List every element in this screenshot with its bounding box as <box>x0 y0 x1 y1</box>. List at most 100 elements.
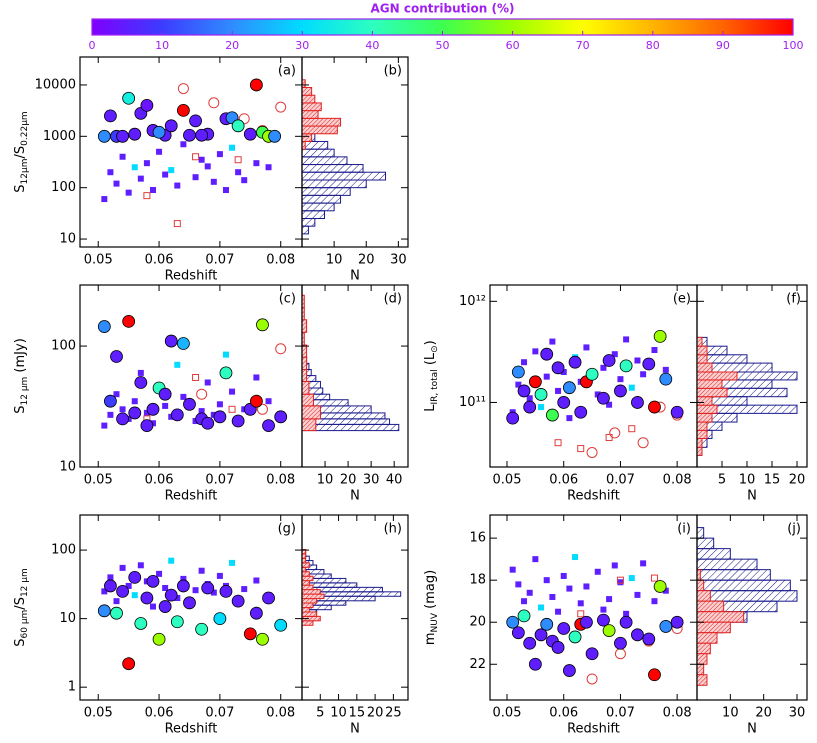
histogram-bar <box>301 418 317 432</box>
point <box>176 337 190 350</box>
point <box>560 572 567 579</box>
x-tick-label: 0.05 <box>493 706 522 721</box>
x-axis-label: Redshift <box>165 489 218 504</box>
plot-frame <box>696 284 808 468</box>
point <box>137 369 144 376</box>
point <box>107 169 114 176</box>
histogram-bar <box>301 125 338 135</box>
point <box>176 579 190 593</box>
point <box>174 182 181 189</box>
point <box>662 366 669 373</box>
panel-label: (c) <box>279 292 296 307</box>
limit-point <box>586 446 598 458</box>
y-tick-label: 100 <box>51 180 76 195</box>
point <box>262 419 275 432</box>
point <box>170 615 184 629</box>
point <box>241 586 248 593</box>
point <box>162 402 169 409</box>
point <box>549 338 556 345</box>
y-axis-label-part: S <box>13 639 28 647</box>
histogram-bar <box>301 164 364 173</box>
point <box>140 98 154 112</box>
point <box>122 91 136 105</box>
point <box>562 664 576 677</box>
point <box>523 400 537 414</box>
histogram-bar <box>301 562 310 568</box>
colorbar-title: AGN contribution (%) <box>371 2 515 16</box>
panel-label: (i) <box>677 522 691 537</box>
y-tick-label: 10 <box>59 232 76 247</box>
histogram-bar <box>696 653 708 665</box>
x-axis-label: Redshift <box>567 489 620 504</box>
limit-point <box>208 97 220 109</box>
y-axis-label-part: /S <box>13 597 28 610</box>
limit-point <box>275 343 287 355</box>
point <box>534 388 548 401</box>
point <box>97 604 111 618</box>
point <box>107 411 114 418</box>
panel-label: (d) <box>384 292 402 307</box>
point <box>631 628 644 642</box>
point <box>594 391 601 398</box>
point <box>640 371 647 378</box>
point <box>543 577 550 584</box>
limit-point <box>238 113 250 125</box>
panel-label: (b) <box>384 64 402 79</box>
x-tick-label: 10 <box>722 706 739 721</box>
limit-point <box>192 373 200 381</box>
histogram-bar <box>696 345 708 356</box>
point <box>216 151 223 158</box>
x-axis-label: Redshift <box>567 722 620 737</box>
point <box>602 354 616 367</box>
histogram-bar <box>696 404 718 414</box>
point <box>543 373 550 380</box>
point <box>146 402 160 416</box>
plot-frame <box>79 56 303 248</box>
limit-point <box>605 434 613 442</box>
point <box>648 400 661 414</box>
point <box>131 164 138 171</box>
point <box>134 376 148 389</box>
point <box>521 359 528 366</box>
point <box>119 406 126 413</box>
histogram-bar <box>301 571 310 577</box>
point <box>219 366 233 380</box>
point <box>162 171 169 178</box>
point <box>634 591 641 598</box>
histogram-bar <box>301 356 308 371</box>
point <box>204 379 211 386</box>
colorbar-tick-label: 70 <box>576 39 590 52</box>
point <box>198 156 205 163</box>
histogram-bar <box>301 584 314 591</box>
point <box>670 615 684 629</box>
y-axis-label-part: (mJy) <box>13 338 28 376</box>
point <box>562 381 576 395</box>
point <box>597 391 610 405</box>
point <box>229 559 236 566</box>
y-axis-label-part: ) <box>423 340 438 345</box>
point <box>253 577 260 584</box>
colorbar-tick-label: 50 <box>436 39 450 52</box>
plot-frame <box>301 56 409 248</box>
point <box>216 401 223 408</box>
y-axis-label-part: S <box>13 184 28 192</box>
point <box>170 408 184 422</box>
point <box>526 395 533 402</box>
point <box>180 575 187 582</box>
x-tick-label: 40 <box>386 473 403 488</box>
point <box>566 585 573 592</box>
point <box>210 178 217 185</box>
point <box>517 609 531 623</box>
panel-label: (g) <box>278 522 296 537</box>
point <box>670 405 684 419</box>
point <box>515 381 522 388</box>
point <box>183 397 196 411</box>
point <box>568 630 582 644</box>
point <box>640 560 647 567</box>
histogram-bar <box>696 558 758 571</box>
point <box>110 350 123 363</box>
point <box>201 581 215 595</box>
point <box>235 169 242 176</box>
point <box>219 584 233 598</box>
